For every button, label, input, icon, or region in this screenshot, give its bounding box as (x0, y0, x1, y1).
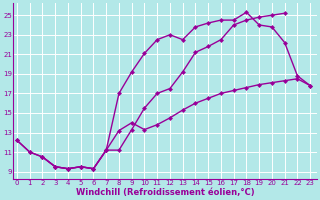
X-axis label: Windchill (Refroidissement éolien,°C): Windchill (Refroidissement éolien,°C) (76, 188, 254, 197)
